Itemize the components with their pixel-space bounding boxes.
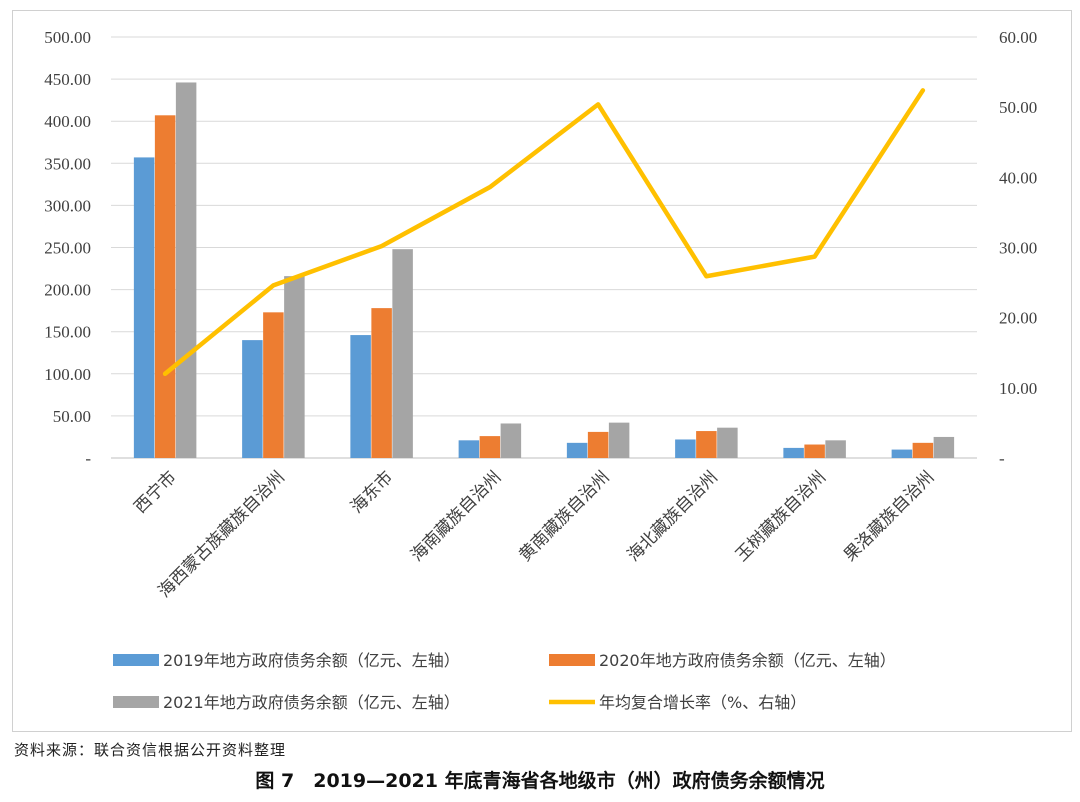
- left-tick-label: 400.00: [44, 112, 91, 131]
- left-tick-label: -: [85, 449, 91, 468]
- left-tick-label: 100.00: [44, 365, 91, 384]
- bar-2021: [500, 423, 522, 458]
- bar-2020: [912, 442, 934, 458]
- right-axis-ticks: - 10.00 20.00 30.00 40.00 50.00 60.00: [999, 28, 1037, 468]
- left-tick-label: 50.00: [53, 407, 91, 426]
- debt-chart: - 50.00 100.00 150.00 200.00 250.00 300.00 350.…: [44, 28, 1037, 712]
- category-label: 海西蒙古族藏族自治州: [155, 467, 289, 601]
- chart-frame: - 50.00 100.00 150.00 200.00 250.00 300.00 350.…: [12, 10, 1072, 732]
- bar-2021: [933, 436, 955, 458]
- bar-2019: [675, 439, 696, 458]
- category-label: 玉树藏族自治州: [732, 467, 830, 565]
- legend-swatch: [113, 696, 159, 708]
- left-tick-label: 450.00: [44, 70, 91, 89]
- bar-2021: [825, 440, 846, 458]
- right-tick-label: 20.00: [999, 309, 1037, 328]
- bar-2020: [371, 308, 392, 458]
- category-label: 海北藏族自治州: [624, 467, 722, 565]
- category-label: 海东市: [347, 467, 397, 517]
- bar-2019: [891, 449, 913, 458]
- gridlines: [111, 36, 977, 459]
- right-tick-label: 10.00: [999, 379, 1037, 398]
- bar-2019: [350, 335, 371, 458]
- category-label: 西宁市: [130, 467, 180, 517]
- growth-rate-line: [162, 88, 926, 377]
- legend-label: 2021年地方政府债务余额（亿元、左轴）: [163, 693, 460, 712]
- right-tick-label: 30.00: [999, 239, 1037, 258]
- source-note: 资料来源：联合资信根据公开资料整理: [14, 741, 287, 759]
- bar-2019: [783, 447, 804, 458]
- left-tick-label: 150.00: [44, 323, 91, 342]
- bar-2020: [804, 444, 825, 458]
- right-tick-label: 50.00: [999, 98, 1037, 117]
- legend-label: 2020年地方政府债务余额（亿元、左轴）: [599, 651, 896, 670]
- bar-2021: [175, 82, 197, 458]
- legend: 2019年地方政府债务余额（亿元、左轴） 2020年地方政府债务余额（亿元、左轴）…: [113, 651, 896, 712]
- category-label: 黄南藏族自治州: [515, 467, 613, 565]
- left-tick-label: 500.00: [44, 28, 91, 47]
- right-tick-label: 40.00: [999, 168, 1037, 187]
- legend-swatch: [549, 654, 595, 666]
- bar-2021: [284, 276, 305, 458]
- bar-2020: [587, 431, 609, 458]
- bar-2021: [392, 249, 413, 458]
- right-tick-label: 60.00: [999, 28, 1037, 47]
- left-tick-label: 200.00: [44, 281, 91, 300]
- left-tick-label: 250.00: [44, 239, 91, 258]
- bar-2020: [154, 115, 176, 458]
- bar-2021: [717, 427, 738, 458]
- left-axis-ticks: - 50.00 100.00 150.00 200.00 250.00 300.00 350.…: [44, 28, 91, 468]
- bar-2020: [696, 431, 717, 458]
- bar-2019: [458, 440, 480, 458]
- figure-caption: 图 7 2019—2021 年底青海省各地级市（州）政府债务余额情况: [255, 770, 825, 792]
- bar-2019: [242, 340, 263, 458]
- bar-2019: [133, 157, 155, 458]
- category-label: 果洛藏族自治州: [840, 467, 938, 565]
- bar-series: [133, 82, 955, 458]
- bar-2020: [479, 436, 501, 458]
- bar-2020: [263, 312, 284, 458]
- legend-label: 2019年地方政府债务余额（亿元、左轴）: [163, 651, 460, 670]
- category-label: 海南藏族自治州: [407, 467, 505, 565]
- bar-2021: [608, 422, 630, 458]
- bar-2019: [566, 442, 588, 458]
- left-tick-label: 350.00: [44, 154, 91, 173]
- legend-swatch: [113, 654, 159, 666]
- left-tick-label: 300.00: [44, 196, 91, 215]
- right-tick-label: -: [999, 449, 1005, 468]
- growth-line: [162, 88, 926, 377]
- legend-label: 年均复合增长率（%、右轴）: [599, 693, 806, 712]
